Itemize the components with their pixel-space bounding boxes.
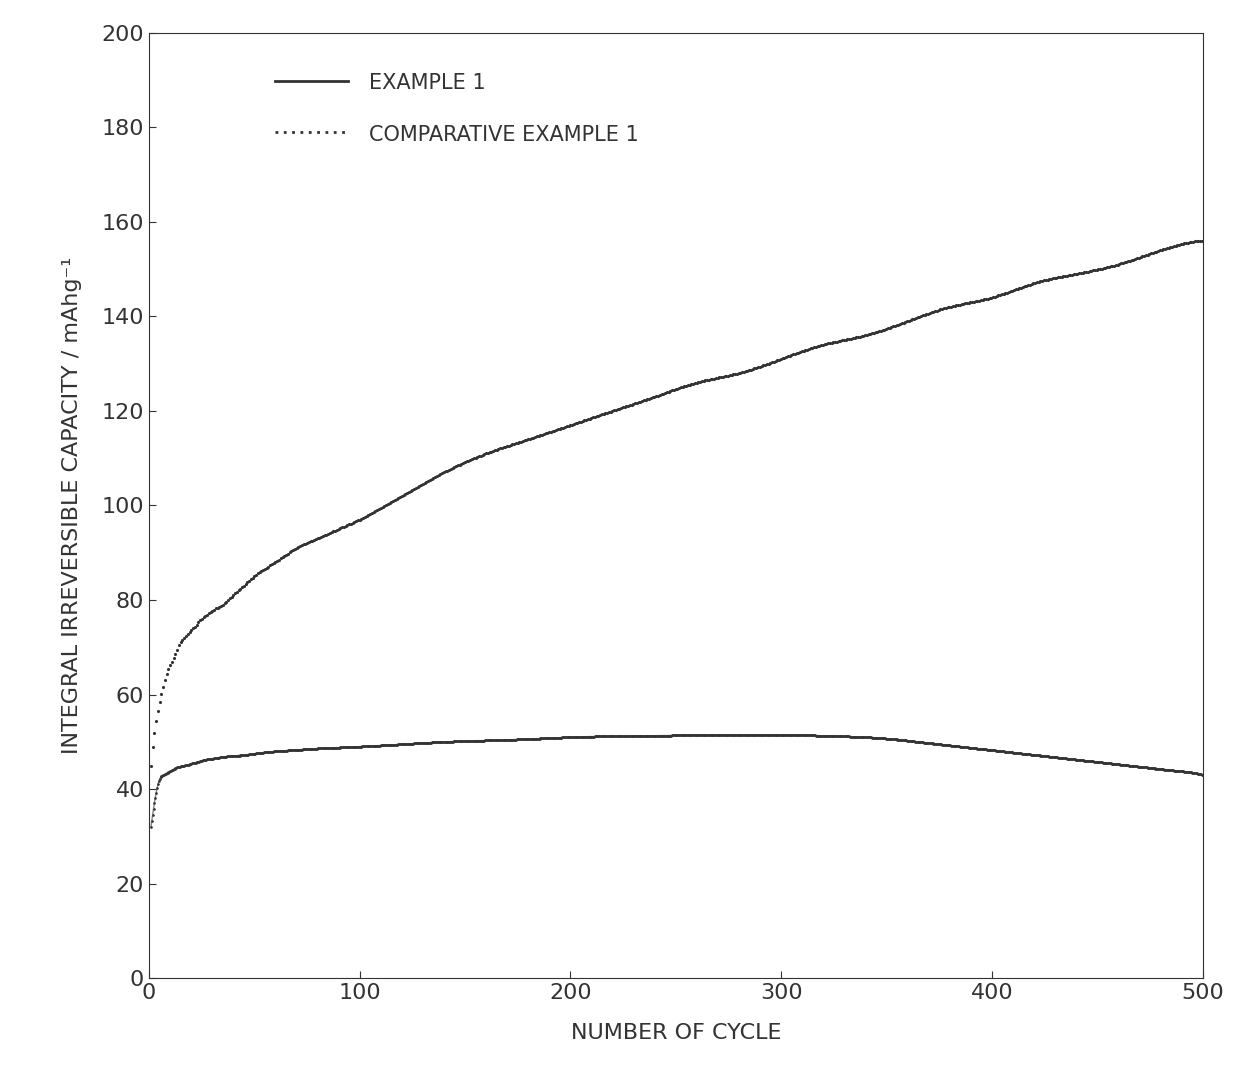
Legend: EXAMPLE 1, COMPARATIVE EXAMPLE 1: EXAMPLE 1, COMPARATIVE EXAMPLE 1 xyxy=(264,62,649,155)
X-axis label: NUMBER OF CYCLE: NUMBER OF CYCLE xyxy=(570,1023,781,1042)
Y-axis label: INTEGRAL IRREVERSIBLE CAPACITY / mAhg⁻¹: INTEGRAL IRREVERSIBLE CAPACITY / mAhg⁻¹ xyxy=(62,257,82,754)
